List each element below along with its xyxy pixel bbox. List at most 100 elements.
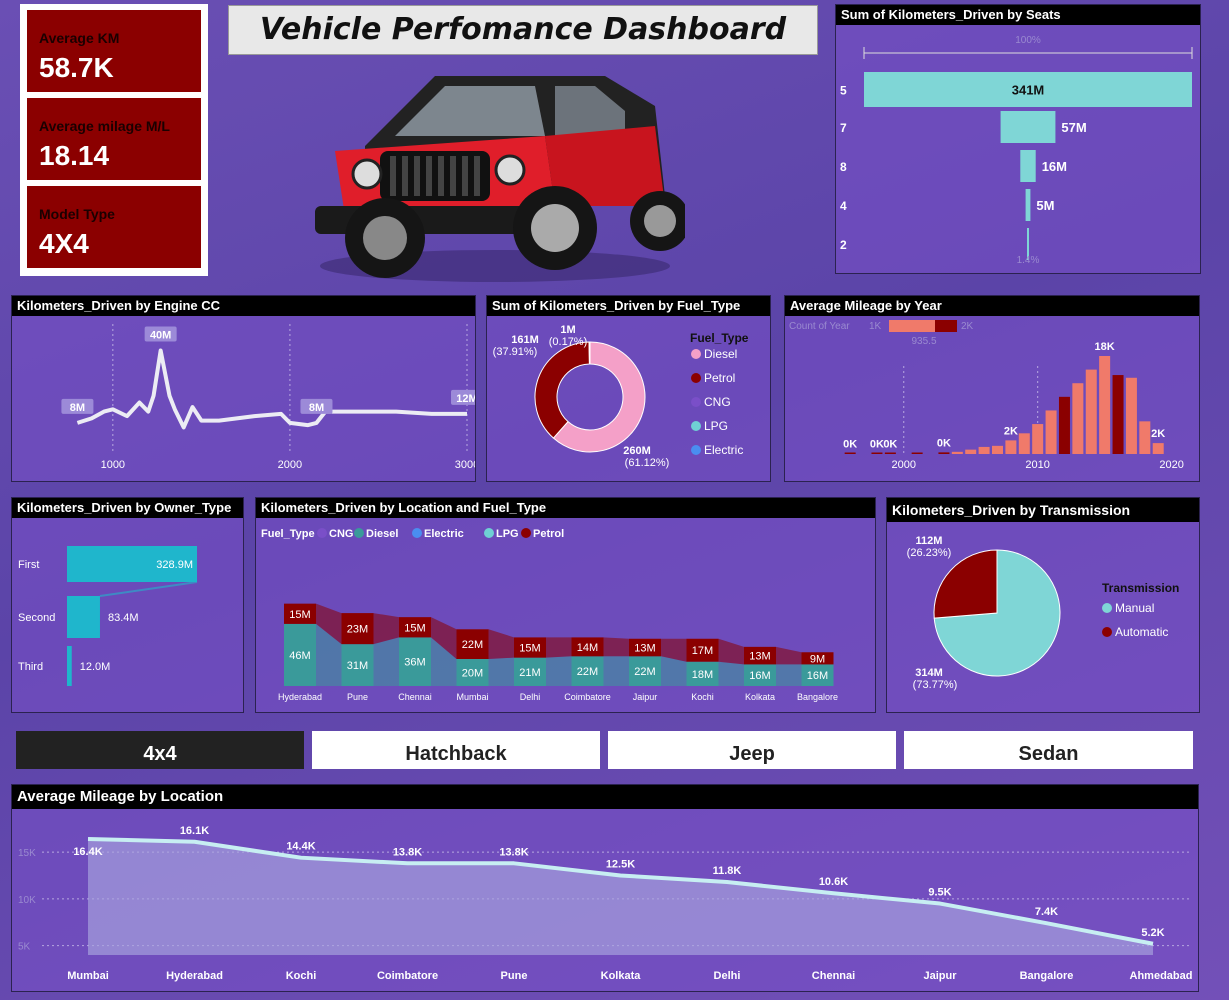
stack-ribbon-diesel	[718, 661, 744, 686]
stack-ribbon-petrol	[431, 617, 457, 659]
data-label: 0K	[870, 438, 884, 450]
jeep-image	[315, 76, 685, 282]
value-label-petrol: 22M	[462, 639, 483, 651]
year-bar	[965, 449, 977, 454]
legend-marker	[412, 528, 422, 538]
category-label: Third	[18, 661, 43, 673]
data-label: 0K	[883, 438, 897, 450]
legend-min: 1K	[869, 321, 882, 332]
stack-ribbon-petrol	[373, 613, 399, 645]
fuel-type-panel: Sum of Kilometers_Driven by Fuel_Type 1M…	[486, 295, 771, 482]
funnel-bar	[1020, 150, 1036, 182]
x-category-label: Kolkata	[601, 970, 642, 982]
legend-marker	[691, 397, 701, 407]
slice-pct-automatic: (26.23%)	[907, 547, 952, 559]
legend-label: CNG	[329, 528, 353, 540]
data-label-bg	[61, 398, 94, 414]
x-category-label: Hyderabad	[166, 970, 223, 982]
stack-ribbon-petrol	[546, 637, 572, 658]
filter-button-hatchback[interactable]: Hatchback	[312, 731, 600, 769]
value-label-petrol: 9M	[810, 653, 825, 665]
value-label-petrol: 14M	[577, 642, 598, 654]
filter-button-jeep[interactable]: Jeep	[608, 731, 896, 769]
filter-button-sedan[interactable]: Sedan	[904, 731, 1193, 769]
legend-marker	[1102, 603, 1112, 613]
x-category-label: Coimbatore	[564, 692, 611, 702]
dashboard-title: Vehicle Perfomance Dashboard	[228, 5, 818, 55]
kpi-label: Average milage M/L	[39, 118, 170, 134]
year-bar	[844, 452, 856, 454]
legend-label: Electric	[704, 443, 743, 457]
year-bar	[951, 451, 963, 454]
data-label: 2K	[1004, 425, 1018, 437]
stack-bar-petrol	[801, 652, 834, 665]
slice-pct-diesel: (61.12%)	[625, 457, 670, 469]
data-label: 12M	[456, 393, 475, 405]
data-label: 18K	[1095, 341, 1115, 353]
funnel-category-label: 7	[840, 121, 847, 135]
x-category-label: Coimbatore	[377, 970, 438, 982]
value-label: 328.9M	[156, 559, 193, 571]
legend-marker	[1102, 627, 1112, 637]
year-bar	[884, 452, 896, 454]
funnel-value-label: 5M	[1036, 198, 1054, 213]
stack-bar-diesel	[571, 656, 604, 686]
panel-title: Kilometers_Driven by Transmission	[887, 498, 1199, 522]
year-bar	[1125, 377, 1137, 454]
stack-bar-diesel	[341, 644, 374, 686]
legend-title: Fuel_Type	[261, 528, 315, 540]
slice-label-diesel: 260M	[623, 445, 651, 457]
year-bar	[992, 445, 1003, 454]
kpi-model-type: Model Type 4X4	[27, 186, 201, 268]
legend-mid: 935.5	[911, 336, 936, 347]
value-label-petrol: 15M	[289, 609, 310, 621]
funnel-bar	[1000, 111, 1056, 143]
data-label: 2K	[1151, 428, 1165, 440]
x-category-label: Hyderabad	[278, 692, 322, 702]
mileage-by-location-panel: Average Mileage by Location 5K 10K 15K 16.4…	[11, 784, 1199, 992]
legend-label: Manual	[1115, 601, 1154, 615]
stack-ribbon-diesel	[776, 664, 802, 686]
value-label-petrol: 17M	[692, 645, 713, 657]
year-bar	[1085, 369, 1097, 454]
engine-cc-panel: Kilometers_Driven by Engine CC 1000 2000 3…	[11, 295, 476, 482]
funnel-category-label: 8	[840, 160, 847, 174]
value-label-diesel: 21M	[519, 667, 540, 679]
funnel-category-label: 4	[840, 199, 847, 213]
year-bar	[1058, 396, 1070, 454]
kpi-average-km: Average KM 58.7K	[27, 10, 201, 92]
data-label: 9.5K	[928, 887, 951, 899]
legend-label: Electric	[424, 528, 464, 540]
stack-ribbon-diesel	[488, 657, 514, 686]
category-label: Second	[18, 612, 55, 624]
pie-slice-automatic	[933, 549, 998, 619]
year-bar	[1139, 421, 1151, 454]
mileage-by-location-area-chart: 5K 10K 15K 16.4K Mumbai 16.1K Hyderabad 14.4K Ko…	[18, 825, 1192, 982]
kpi-value: 4X4	[39, 228, 89, 259]
value-label-diesel: 16M	[749, 670, 770, 682]
funnel-category-label: 2	[840, 238, 847, 252]
year-bar	[938, 452, 950, 454]
stack-ribbon-petrol	[316, 603, 342, 645]
legend-marker	[484, 528, 494, 538]
slice-label-automatic: 112M	[916, 535, 943, 547]
slice-label-manual: 314M	[915, 667, 943, 679]
year-bar	[1152, 443, 1164, 454]
x-category-label: Pune	[501, 970, 528, 982]
stack-bar-diesel	[744, 664, 776, 686]
engine-cc-line-chart: 1000 2000 3000 8M 40M 8M 12M	[61, 324, 475, 471]
data-label: 10.6K	[819, 876, 848, 888]
filter-button-4x4[interactable]: 4x4	[16, 731, 304, 769]
value-label-petrol: 13M	[749, 651, 770, 663]
data-label: 8M	[309, 402, 324, 414]
x-tick-label: 2000	[892, 459, 916, 471]
slice-pct-petrol: (37.91%)	[493, 346, 538, 358]
stack-ribbon-diesel	[373, 637, 399, 686]
value-label-diesel: 36M	[404, 657, 425, 669]
value-label-diesel: 46M	[289, 650, 310, 662]
x-tick-label: 1000	[101, 459, 125, 471]
value-label-petrol: 23M	[347, 624, 368, 636]
legend-marker	[691, 373, 701, 383]
value-label-diesel: 16M	[807, 670, 828, 682]
x-category-label: Jaipur	[923, 970, 957, 982]
